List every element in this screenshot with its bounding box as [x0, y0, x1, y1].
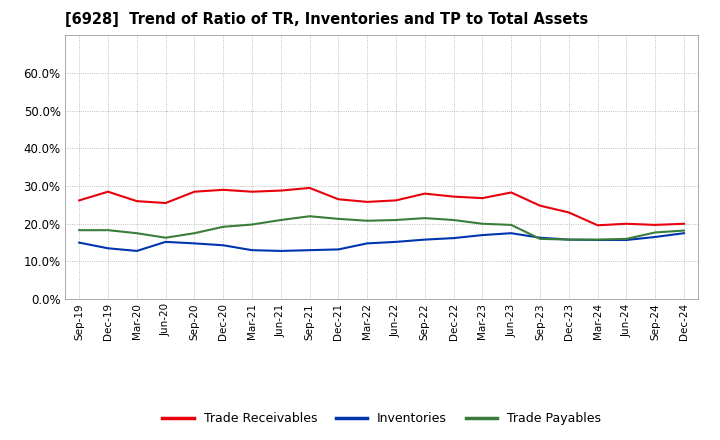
Trade Payables [276, 217, 285, 223]
Trade Receivables [248, 189, 256, 194]
Trade Payables [248, 222, 256, 227]
Inventories [363, 241, 372, 246]
Trade Receivables [536, 203, 544, 208]
Inventories [190, 241, 199, 246]
Trade Payables [190, 231, 199, 236]
Trade Receivables [75, 198, 84, 203]
Inventories [420, 237, 429, 242]
Trade Payables [478, 221, 487, 227]
Inventories [104, 246, 112, 251]
Inventories [75, 240, 84, 245]
Legend: Trade Receivables, Inventories, Trade Payables: Trade Receivables, Inventories, Trade Pa… [157, 407, 606, 430]
Line: Inventories: Inventories [79, 233, 684, 251]
Trade Receivables [593, 223, 602, 228]
Trade Payables [75, 227, 84, 233]
Inventories [478, 232, 487, 238]
Inventories [449, 235, 458, 241]
Trade Receivables [104, 189, 112, 194]
Inventories [276, 248, 285, 253]
Trade Payables [651, 230, 660, 235]
Trade Receivables [276, 188, 285, 193]
Trade Receivables [622, 221, 631, 227]
Trade Receivables [132, 198, 141, 204]
Trade Payables [449, 217, 458, 223]
Line: Trade Receivables: Trade Receivables [79, 188, 684, 225]
Trade Payables [392, 217, 400, 223]
Trade Payables [622, 236, 631, 242]
Inventories [248, 248, 256, 253]
Trade Receivables [190, 189, 199, 194]
Trade Payables [363, 218, 372, 224]
Inventories [219, 242, 228, 248]
Inventories [161, 239, 170, 245]
Trade Receivables [651, 222, 660, 227]
Trade Payables [334, 216, 343, 221]
Trade Payables [564, 237, 573, 242]
Inventories [132, 248, 141, 253]
Trade Receivables [219, 187, 228, 192]
Trade Payables [536, 236, 544, 242]
Trade Receivables [334, 197, 343, 202]
Trade Receivables [680, 221, 688, 227]
Inventories [622, 237, 631, 242]
Inventories [564, 237, 573, 242]
Trade Payables [219, 224, 228, 229]
Trade Receivables [507, 190, 516, 195]
Trade Payables [593, 237, 602, 242]
Inventories [334, 247, 343, 252]
Trade Payables [132, 231, 141, 236]
Inventories [593, 237, 602, 242]
Inventories [536, 235, 544, 240]
Trade Payables [104, 227, 112, 233]
Inventories [651, 235, 660, 240]
Trade Receivables [564, 210, 573, 215]
Line: Trade Payables: Trade Payables [79, 216, 684, 240]
Inventories [392, 239, 400, 245]
Trade Receivables [420, 191, 429, 196]
Text: [6928]  Trend of Ratio of TR, Inventories and TP to Total Assets: [6928] Trend of Ratio of TR, Inventories… [65, 12, 588, 27]
Trade Payables [305, 213, 314, 219]
Inventories [507, 231, 516, 236]
Trade Payables [420, 216, 429, 221]
Trade Receivables [478, 195, 487, 201]
Trade Receivables [305, 185, 314, 191]
Trade Receivables [449, 194, 458, 199]
Trade Receivables [392, 198, 400, 203]
Trade Receivables [161, 200, 170, 205]
Trade Payables [507, 222, 516, 227]
Inventories [305, 248, 314, 253]
Inventories [680, 231, 688, 236]
Trade Payables [680, 228, 688, 233]
Trade Payables [161, 235, 170, 240]
Trade Receivables [363, 199, 372, 205]
